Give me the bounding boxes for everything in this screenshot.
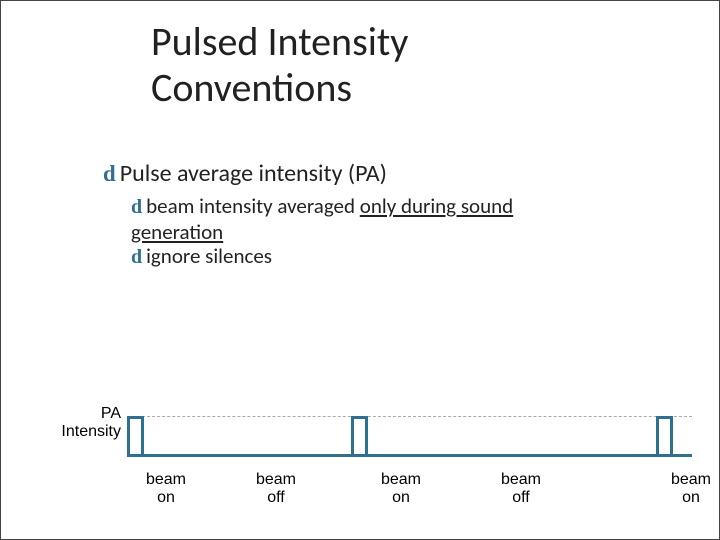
bullet-level2: dbeam intensity averaged only during sou… (131, 194, 663, 244)
pulse (127, 416, 144, 454)
pa-level-line (127, 416, 692, 417)
pa-label-line2: Intensity (61, 423, 121, 440)
beam-state-label: beamon (371, 471, 431, 508)
y-axis-label: PA Intensity (56, 405, 121, 442)
beam-state-label: beamoff (491, 471, 551, 508)
beam-state-label: beamoff (246, 471, 306, 508)
bullet1-text: Pulse average intensity (PA) (120, 159, 387, 188)
bullet2a-pre: beam intensity averaged (146, 193, 360, 219)
title-line2: Conventions (151, 63, 352, 112)
bullet2b-text: ignore silences (146, 243, 272, 269)
bullet-icon: d (131, 246, 142, 270)
bullet2a-underline1: only during sound (360, 193, 513, 219)
bullet-list: dPulse average intensity (PA) dbeam inte… (103, 159, 663, 270)
bullet-icon: d (131, 196, 142, 220)
pulse (351, 416, 368, 454)
bullet-level1: dPulse average intensity (PA) (103, 159, 663, 188)
beam-state-label: beamon (661, 471, 720, 508)
beam-state-label: beamon (136, 471, 196, 508)
baseline-axis (127, 454, 692, 457)
bullet-icon: d (103, 161, 116, 187)
bullet2a-underline2: generation (131, 219, 223, 245)
pulse-diagram: PA Intensity beamonbeamoffbeamonbeamoffb… (41, 391, 701, 531)
slide-title: Pulsed Intensity Conventions (151, 19, 408, 111)
title-line1: Pulsed Intensity (151, 17, 408, 66)
pa-label-line1: PA (101, 405, 121, 422)
pulse (656, 416, 673, 454)
bullet-level2: dignore silences (131, 244, 663, 270)
